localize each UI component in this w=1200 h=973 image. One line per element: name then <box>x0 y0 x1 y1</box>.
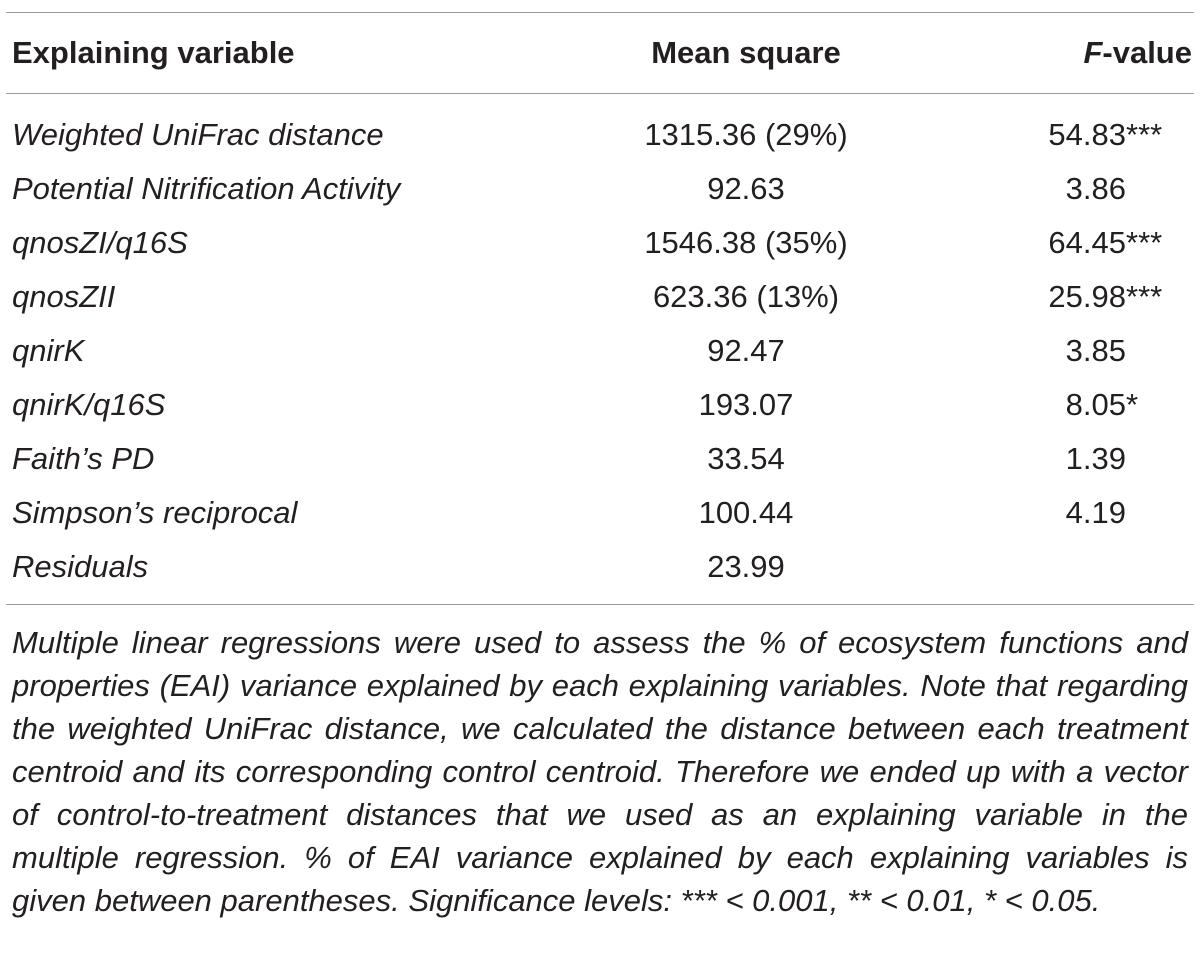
header-explaining-variable: Explaining variable <box>6 13 566 94</box>
header-row: Explaining variable Mean square F-value <box>6 13 1194 94</box>
table-header: Explaining variable Mean square F-value <box>6 13 1194 94</box>
significance-stars: *** <box>1126 225 1163 260</box>
cell-explaining-variable: qnosZII <box>12 279 116 314</box>
cell-f-value: 54.83*** <box>926 108 1194 162</box>
table-top-rule <box>6 12 1194 13</box>
table-body: Weighted UniFrac distance 1315.36 (29%) 54… <box>6 94 1194 605</box>
results-table: Explaining variable Mean square F-value … <box>6 13 1194 604</box>
cell-f-value-wrap: 25.98*** <box>926 270 1194 324</box>
f-number: 1.39 <box>1065 441 1126 476</box>
cell-f-value: 1.39 <box>926 432 1194 486</box>
cell-explaining-variable: Simpson’s reciprocal <box>12 495 298 530</box>
table-row: Simpson’s reciprocal 100.44 4.19 <box>6 486 1194 540</box>
cell-explaining-variable: Residuals <box>12 549 149 584</box>
cell-f-value-wrap: 54.83*** <box>926 94 1194 163</box>
header-mean-square: Mean square <box>566 13 926 94</box>
table-row: qnirK 92.47 3.85 <box>6 324 1194 378</box>
cell-f-value: 25.98*** <box>926 270 1194 324</box>
cell-explaining-variable: Faith’s PD <box>12 441 155 476</box>
f-number: 54.83 <box>1048 117 1126 152</box>
cell-mean-square: 100.44 <box>698 495 794 530</box>
cell-explaining-variable: Potential Nitrification Activity <box>12 171 401 206</box>
table-row: Weighted UniFrac distance 1315.36 (29%) 54… <box>6 94 1194 163</box>
cell-f-value-wrap: 4.19 <box>926 486 1194 540</box>
cell-f-value-wrap <box>926 540 1194 604</box>
cell-explaining-variable: qnirK <box>12 333 85 368</box>
cell-f-value: 3.85 <box>926 324 1194 378</box>
f-number: 8.05 <box>1065 387 1126 422</box>
cell-explaining-variable: Weighted UniFrac distance <box>12 117 384 152</box>
cell-mean-square: 33.54 <box>707 441 785 476</box>
f-number: 3.86 <box>1065 171 1126 206</box>
cell-f-value-wrap: 3.86 <box>926 162 1194 216</box>
cell-mean-square: 1315.36 (29%) <box>644 117 848 152</box>
table-row: Residuals 23.99 <box>6 540 1194 604</box>
cell-f-value: 3.86 <box>926 162 1194 216</box>
cell-f-value-wrap: 64.45*** <box>926 216 1194 270</box>
table-row: Potential Nitrification Activity 92.63 3.8… <box>6 162 1194 216</box>
f-number: 4.19 <box>1065 495 1126 530</box>
cell-f-value-wrap: 3.85 <box>926 324 1194 378</box>
significance-stars: *** <box>1126 279 1163 314</box>
anova-table: Explaining variable Mean square F-value … <box>6 12 1194 922</box>
table-row: qnosZI/q16S 1546.38 (35%) 64.45*** <box>6 216 1194 270</box>
cell-mean-square: 23.99 <box>707 549 785 584</box>
significance-stars: *** <box>1126 117 1163 152</box>
cell-f-value: 8.05* <box>926 378 1194 432</box>
cell-mean-square: 92.47 <box>707 333 785 368</box>
f-number: 3.85 <box>1065 333 1126 368</box>
cell-mean-square: 623.36 (13%) <box>652 279 840 314</box>
cell-f-value: 64.45*** <box>926 216 1194 270</box>
table-footnote: Multiple linear regressions were used to… <box>12 625 1188 918</box>
cell-explaining-variable: qnirK/q16S <box>12 387 166 422</box>
significance-stars: * <box>1126 387 1139 422</box>
header-f-value: F-value <box>926 13 1194 94</box>
table-bottom-rule <box>6 604 1194 605</box>
cell-mean-square: 92.63 <box>707 171 785 206</box>
cell-f-value-wrap: 1.39 <box>926 432 1194 486</box>
cell-mean-square: 1546.38 (35%) <box>644 225 848 260</box>
table-row: qnosZII 623.36 (13%) 25.98*** <box>6 270 1194 324</box>
header-f-suffix: -value <box>1102 35 1192 70</box>
cell-f-value <box>926 540 1194 594</box>
f-number: 64.45 <box>1048 225 1126 260</box>
header-f-letter: F <box>1083 35 1103 70</box>
f-number: 25.98 <box>1048 279 1126 314</box>
table-row: qnirK/q16S 193.07 8.05* <box>6 378 1194 432</box>
cell-f-value-wrap: 8.05* <box>926 378 1194 432</box>
cell-explaining-variable: qnosZI/q16S <box>12 225 188 260</box>
table-row: Faith’s PD 33.54 1.39 <box>6 432 1194 486</box>
cell-mean-square: 193.07 <box>698 387 794 422</box>
cell-f-value: 4.19 <box>926 486 1194 540</box>
